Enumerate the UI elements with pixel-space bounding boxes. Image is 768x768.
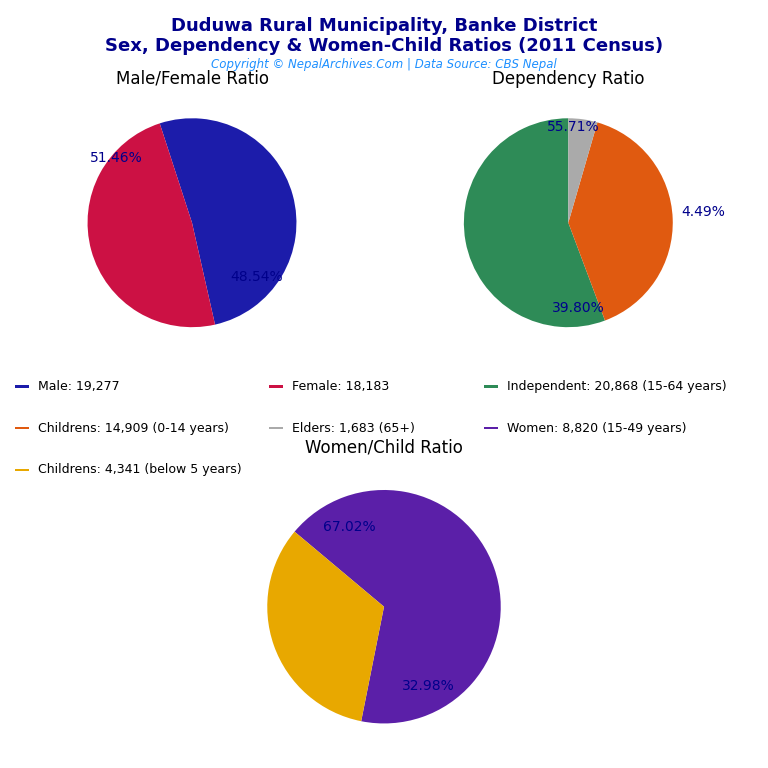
Wedge shape bbox=[160, 118, 296, 325]
Text: 67.02%: 67.02% bbox=[323, 521, 376, 535]
Text: 48.54%: 48.54% bbox=[230, 270, 283, 284]
Wedge shape bbox=[568, 122, 673, 320]
Text: Independent: 20,868 (15-64 years): Independent: 20,868 (15-64 years) bbox=[507, 380, 727, 393]
FancyBboxPatch shape bbox=[269, 385, 283, 388]
FancyBboxPatch shape bbox=[15, 385, 29, 388]
Text: Male: 19,277: Male: 19,277 bbox=[38, 380, 120, 393]
Wedge shape bbox=[568, 118, 598, 223]
Title: Male/Female Ratio: Male/Female Ratio bbox=[115, 70, 269, 88]
FancyBboxPatch shape bbox=[15, 427, 29, 429]
Text: 4.49%: 4.49% bbox=[681, 205, 725, 220]
Title: Dependency Ratio: Dependency Ratio bbox=[492, 70, 644, 88]
FancyBboxPatch shape bbox=[15, 468, 29, 472]
Text: Copyright © NepalArchives.Com | Data Source: CBS Nepal: Copyright © NepalArchives.Com | Data Sou… bbox=[211, 58, 557, 71]
FancyBboxPatch shape bbox=[269, 427, 283, 429]
Title: Women/Child Ratio: Women/Child Ratio bbox=[305, 439, 463, 456]
Text: Duduwa Rural Municipality, Banke District: Duduwa Rural Municipality, Banke Distric… bbox=[170, 17, 598, 35]
FancyBboxPatch shape bbox=[484, 385, 498, 388]
Text: 39.80%: 39.80% bbox=[552, 301, 605, 316]
Text: 55.71%: 55.71% bbox=[548, 120, 600, 134]
Text: Childrens: 4,341 (below 5 years): Childrens: 4,341 (below 5 years) bbox=[38, 463, 242, 476]
Text: Sex, Dependency & Women-Child Ratios (2011 Census): Sex, Dependency & Women-Child Ratios (20… bbox=[105, 37, 663, 55]
Wedge shape bbox=[267, 531, 384, 721]
Wedge shape bbox=[295, 490, 501, 723]
Text: Women: 8,820 (15-49 years): Women: 8,820 (15-49 years) bbox=[507, 422, 687, 435]
Text: Elders: 1,683 (65+): Elders: 1,683 (65+) bbox=[292, 422, 415, 435]
Text: 51.46%: 51.46% bbox=[91, 151, 143, 165]
Wedge shape bbox=[88, 124, 215, 327]
Text: 32.98%: 32.98% bbox=[402, 679, 455, 693]
FancyBboxPatch shape bbox=[484, 427, 498, 429]
Text: Female: 18,183: Female: 18,183 bbox=[292, 380, 389, 393]
Text: Childrens: 14,909 (0-14 years): Childrens: 14,909 (0-14 years) bbox=[38, 422, 230, 435]
Wedge shape bbox=[464, 118, 605, 327]
